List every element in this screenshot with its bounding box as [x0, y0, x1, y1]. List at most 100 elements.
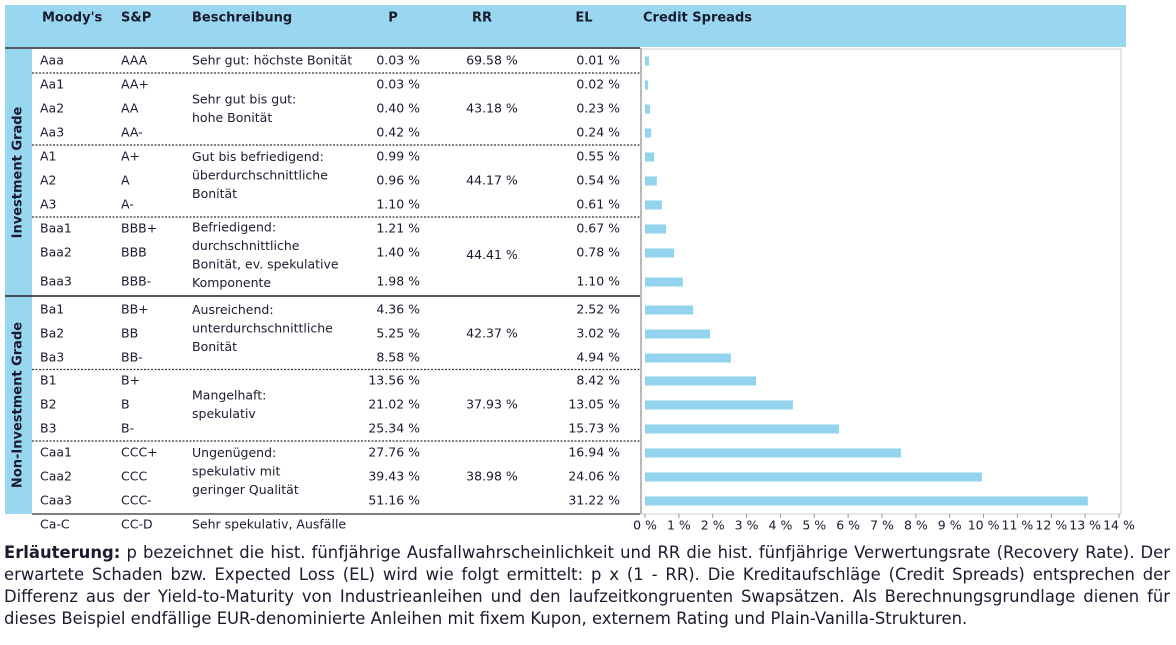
sp: BBB- — [121, 274, 151, 289]
moodys: Baa1 — [40, 221, 72, 236]
sp: A+ — [121, 149, 140, 164]
bar — [645, 176, 657, 186]
moodys: Caa2 — [40, 469, 72, 484]
description: Befriedigend: — [192, 219, 276, 234]
el-value: 3.02 % — [576, 326, 620, 341]
moodys: Ba3 — [40, 350, 64, 365]
sp: BB+ — [121, 302, 149, 317]
bar — [645, 104, 651, 114]
x-tick-label: 12 % — [1035, 518, 1067, 533]
sp: B+ — [121, 373, 140, 388]
header-cell: RR — [472, 11, 492, 26]
el-value: 15.73 % — [568, 421, 620, 436]
p-value: 5.25 % — [376, 326, 420, 341]
description: Sehr gut: höchste Bonität — [192, 53, 352, 68]
el-value: 24.06 % — [568, 469, 620, 484]
el-value: 0.55 % — [576, 149, 620, 164]
sp: AA+ — [121, 77, 149, 92]
x-tick-label: 14 % — [1103, 518, 1135, 533]
sp: AAA — [121, 53, 148, 68]
sp: CCC- — [121, 493, 152, 508]
moodys: Caa3 — [40, 493, 72, 508]
x-tick-label: 0 % — [633, 518, 657, 533]
chart-frame — [640, 48, 1122, 515]
sp: BB — [121, 326, 138, 341]
rr-value: 43.18 % — [466, 101, 518, 116]
el-value: 16.94 % — [568, 445, 620, 460]
el-value: 4.94 % — [576, 350, 620, 365]
moodys: B2 — [40, 397, 57, 412]
x-tick-label: 9 % — [938, 518, 962, 533]
sp: A- — [121, 197, 134, 212]
segment-band — [5, 49, 32, 514]
description: spekulativ mit — [192, 464, 280, 479]
sp: CCC+ — [121, 445, 158, 460]
p-value: 0.96 % — [376, 173, 420, 188]
el-value: 2.52 % — [576, 302, 620, 317]
moodys: Aaa — [40, 53, 64, 68]
rr-value: 37.93 % — [466, 397, 518, 412]
p-value: 1.40 % — [376, 245, 420, 260]
moodys: Baa3 — [40, 274, 72, 289]
description: geringer Qualität — [192, 482, 299, 497]
header-cell: Moody's — [42, 11, 103, 26]
description: Sehr spekulativ, Ausfälle — [192, 517, 346, 532]
description: durchschnittliche — [192, 238, 300, 253]
description: spekulativ — [192, 406, 256, 421]
segment-label: Non-Investment Grade — [11, 322, 26, 488]
moodys: Aa3 — [40, 125, 64, 140]
x-tick-label: 5 % — [802, 518, 826, 533]
x-tick-label: 1 % — [667, 518, 691, 533]
moodys: Aa2 — [40, 101, 64, 116]
bar — [645, 248, 675, 258]
p-value: 0.03 % — [376, 53, 420, 68]
p-value: 4.36 % — [376, 302, 420, 317]
sp: B — [121, 397, 130, 412]
sp: B- — [121, 421, 134, 436]
el-value: 0.01 % — [576, 53, 620, 68]
p-value: 0.99 % — [376, 149, 420, 164]
moodys: Caa1 — [40, 445, 72, 460]
rr-value: 44.41 % — [466, 247, 518, 262]
footer: Erläuterung: p bezeichnet die hist. fünf… — [4, 542, 1170, 630]
sp: BBB — [121, 245, 147, 260]
description: Bonität — [192, 186, 237, 201]
bar — [645, 472, 982, 482]
p-value: 51.16 % — [368, 493, 420, 508]
bar — [645, 152, 655, 162]
el-value: 1.10 % — [576, 274, 620, 289]
description: Komponente — [192, 275, 271, 290]
description: hohe Bonität — [192, 110, 272, 125]
p-value: 39.43 % — [368, 469, 420, 484]
x-tick-label: 3 % — [735, 518, 759, 533]
sp: BB- — [121, 350, 143, 365]
x-tick-label: 7 % — [870, 518, 894, 533]
bar — [645, 128, 652, 138]
header-cell: S&P — [121, 11, 151, 26]
p-value: 27.76 % — [368, 445, 420, 460]
moodys: A2 — [40, 173, 57, 188]
el-value: 31.22 % — [568, 493, 620, 508]
p-value: 0.40 % — [376, 101, 420, 116]
bar — [645, 376, 757, 386]
el-value: 0.78 % — [576, 245, 620, 260]
sp: AA — [121, 101, 139, 116]
header-cell: P — [388, 11, 398, 26]
bar — [645, 448, 901, 458]
x-tick-label: 4 % — [769, 518, 793, 533]
moodys: B3 — [40, 421, 57, 436]
bar — [645, 305, 694, 315]
x-tick-label: 6 % — [836, 518, 860, 533]
sp: CCC — [121, 469, 147, 484]
bar — [645, 200, 662, 210]
p-value: 0.42 % — [376, 125, 420, 140]
el-value: 0.61 % — [576, 197, 620, 212]
el-value: 13.05 % — [568, 397, 620, 412]
p-value: 1.21 % — [376, 221, 420, 236]
sp: AA- — [121, 125, 143, 140]
x-tick-label: 10 % — [968, 518, 1000, 533]
description: Ungenügend: — [192, 445, 276, 460]
bar — [645, 400, 793, 410]
description: Mangelhaft: — [192, 387, 266, 402]
